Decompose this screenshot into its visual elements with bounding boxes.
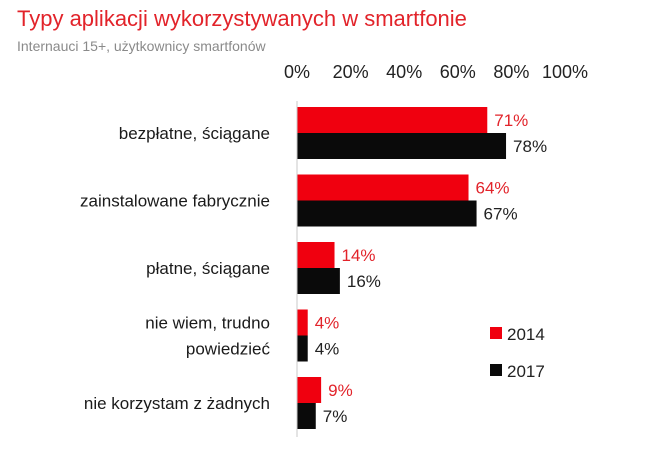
value-label-2014-3: 14% [342, 246, 376, 265]
category-label: płatne, ściągane [146, 259, 270, 278]
bar-2017-2 [297, 200, 477, 227]
value-label-2014-5: 9% [328, 381, 353, 400]
bar-2017-3 [297, 268, 340, 294]
chart-title: Typy aplikacji wykorzystywanych w smartf… [17, 6, 467, 31]
category-label: powiedzieć [186, 340, 271, 359]
bar-2014-1 [297, 107, 488, 133]
value-label-2017-3: 16% [347, 272, 381, 291]
value-label-2014-1: 71% [494, 111, 528, 130]
bar-2014-5 [297, 377, 322, 403]
bar-2017-5 [297, 403, 316, 429]
x-tick-label: 0% [284, 62, 310, 82]
bar-2014-3 [297, 242, 335, 268]
value-label-2017-5: 7% [323, 407, 348, 426]
bar-2017-1 [297, 133, 507, 159]
value-label-2017-1: 78% [513, 137, 547, 156]
bar-2017-4 [297, 335, 308, 362]
category-label: nie korzystam z żadnych [84, 394, 270, 413]
legend-swatch-2017 [490, 364, 502, 376]
value-label-2014-2: 64% [476, 179, 510, 198]
value-label-2014-4: 4% [315, 314, 340, 333]
bar-2014-2 [297, 174, 469, 201]
legend-label-2014: 2014 [507, 325, 545, 344]
category-label: nie wiem, trudno [145, 314, 270, 333]
x-tick-label: 80% [493, 62, 529, 82]
category-label: zainstalowane fabrycznie [80, 192, 270, 211]
x-tick-label: 40% [386, 62, 422, 82]
value-label-2017-4: 4% [315, 340, 340, 359]
bar-2014-4 [297, 309, 308, 336]
x-tick-label: 100% [542, 62, 588, 82]
chart-subtitle: Internauci 15+, użytkownicy smartfonów [17, 38, 266, 54]
value-label-2017-2: 67% [484, 205, 518, 224]
legend-label-2017: 2017 [507, 362, 545, 381]
x-tick-label: 20% [333, 62, 369, 82]
category-label: bezpłatne, ściągane [119, 124, 270, 143]
legend-swatch-2014 [490, 327, 502, 339]
x-tick-label: 60% [440, 62, 476, 82]
